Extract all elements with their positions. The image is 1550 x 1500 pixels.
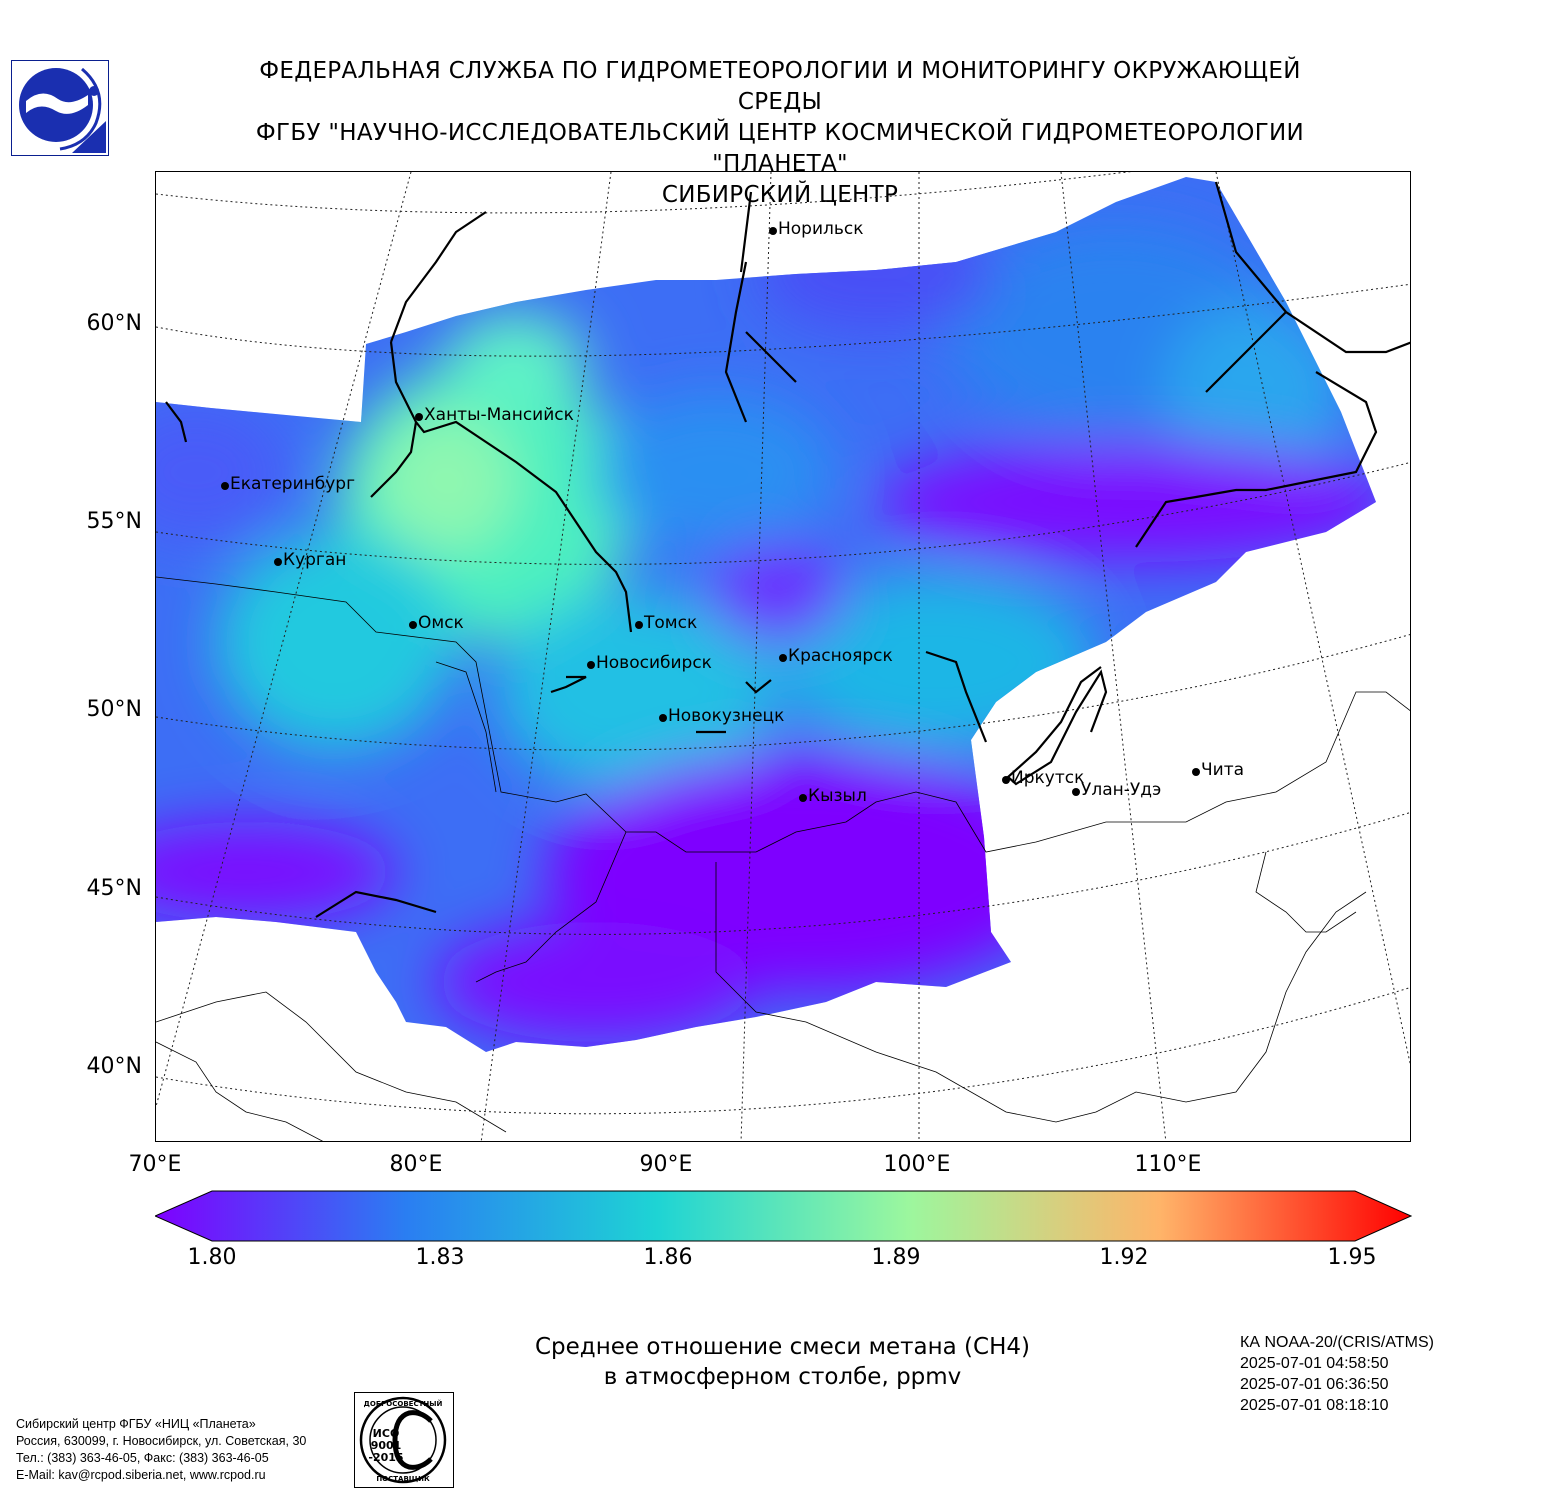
colorbar-tick: 1.83 [415, 1245, 465, 1270]
planeta-logo [11, 60, 109, 156]
header-line-1: ФЕДЕРАЛЬНАЯ СЛУЖБА ПО ГИДРОМЕТЕОРОЛОГИИ … [259, 58, 1301, 115]
iso-bottom-text: ПОСТАВЩИК [376, 1475, 430, 1483]
city-marker-icon [1192, 768, 1200, 776]
header-line-3: СИБИРСКИЙ ЦЕНТР [661, 182, 899, 208]
lat-label-50: 50°N [86, 697, 142, 722]
satellite-info: КА NOAA-20/(CRIS/ATMS) 2025-07-01 04:58:… [1240, 1332, 1434, 1416]
city-kyzyl: Кызыл [799, 786, 867, 806]
city-kurgan: Курган [274, 550, 346, 570]
map-svg [156, 172, 1410, 1141]
pass-time: 2025-07-01 04:58:50 [1240, 1355, 1389, 1372]
colorbar-tick: 1.89 [871, 1245, 921, 1270]
city-novokuznetsk: Новокузнецк [659, 706, 784, 726]
caption-line-1: Среднее отношение смеси метана (СН4) [534, 1334, 1030, 1360]
caption-line-2: в атмосферном столбе, ppmv [603, 1364, 962, 1390]
header: ФЕДЕРАЛЬНАЯ СЛУЖБА ПО ГИДРОМЕТЕОРОЛОГИИ … [0, 56, 1550, 211]
city-novosibirsk: Новосибирск [587, 653, 712, 673]
city-marker-icon [1072, 788, 1080, 796]
borders [156, 576, 1410, 1141]
lon-label-80: 80°E [389, 1152, 443, 1177]
address-line: Тел.: (383) 363-46-05, Факс: (383) 363-4… [16, 1451, 269, 1465]
lat-label-45: 45°N [86, 876, 142, 901]
contact-address: Сибирский центр ФГБУ «НИЦ «Планета» Росс… [16, 1416, 306, 1484]
city-marker-icon [274, 558, 282, 566]
city-marker-icon [659, 714, 667, 722]
address-line: E-Mail: kav@rcpod.siberia.net, www.rcpod… [16, 1468, 266, 1482]
city-irkutsk: Иркутск [1002, 768, 1084, 788]
lon-label-90: 90°E [639, 1152, 693, 1177]
city-marker-icon [779, 654, 787, 662]
city-khanty-mansiysk: Ханты-Мансийск [415, 405, 574, 425]
city-krasnoyarsk: Красноярск [779, 646, 893, 666]
city-omsk: Омск [409, 613, 464, 633]
iso-line-3: -2015 [368, 1451, 403, 1464]
lon-label-100: 100°E [883, 1152, 951, 1177]
city-chita: Чита [1192, 760, 1244, 780]
city-marker-icon [221, 482, 229, 490]
satellite-name: КА NOAA-20/(CRIS/ATMS) [1240, 1334, 1434, 1351]
colorbar-svg [153, 1190, 1413, 1242]
city-marker-icon [1002, 776, 1010, 784]
address-line: Россия, 630099, г. Новосибирск, ул. Сове… [16, 1434, 307, 1448]
graticule [156, 172, 1410, 1141]
methane-map: Норильск Ханты-Мансийск Екатеринбург Кур… [155, 171, 1411, 1142]
iso-line-2: 9001 [371, 1439, 402, 1452]
city-marker-icon [635, 621, 643, 629]
city-yekaterinburg: Екатеринбург [221, 474, 355, 494]
lat-label-40: 40°N [86, 1054, 142, 1079]
city-ulan-ude: Улан-Удэ [1072, 780, 1161, 800]
iso-9001-badge: ДОБРОСОВЕСТНЫЙ ИСО 9001 -2015 ПОСТАВЩИК [354, 1392, 454, 1488]
city-tomsk: Томск [635, 613, 697, 633]
lon-label-110: 110°E [1134, 1152, 1202, 1177]
city-marker-icon [799, 794, 807, 802]
colorbar-tick: 1.95 [1327, 1245, 1377, 1270]
city-marker-icon [769, 227, 777, 235]
city-marker-icon [415, 413, 423, 421]
pass-time: 2025-07-01 08:18:10 [1240, 1397, 1389, 1414]
city-norilsk: Норильск [769, 219, 864, 239]
colorbar [153, 1190, 1413, 1246]
lat-label-60: 60°N [86, 311, 142, 336]
pass-time: 2025-07-01 06:36:50 [1240, 1376, 1389, 1393]
city-marker-icon [587, 661, 595, 669]
map-caption: Среднее отношение смеси метана (СН4) в а… [430, 1332, 1135, 1392]
rivers-lakes [165, 181, 1410, 918]
colorbar-tick: 1.92 [1099, 1245, 1149, 1270]
colorbar-tick: 1.86 [643, 1245, 693, 1270]
lat-label-55: 55°N [86, 509, 142, 534]
colorbar-tick: 1.80 [187, 1245, 237, 1270]
address-line: Сибирский центр ФГБУ «НИЦ «Планета» [16, 1417, 256, 1431]
iso-line-1: ИСО [373, 1427, 400, 1440]
lon-label-70: 70°E [128, 1152, 182, 1177]
methane-field [156, 177, 1376, 1052]
header-line-2: ФГБУ "НАУЧНО-ИССЛЕДОВАТЕЛЬСКИЙ ЦЕНТР КОС… [255, 120, 1305, 177]
iso-top-text: ДОБРОСОВЕСТНЫЙ [364, 1399, 443, 1408]
city-marker-icon [409, 621, 417, 629]
